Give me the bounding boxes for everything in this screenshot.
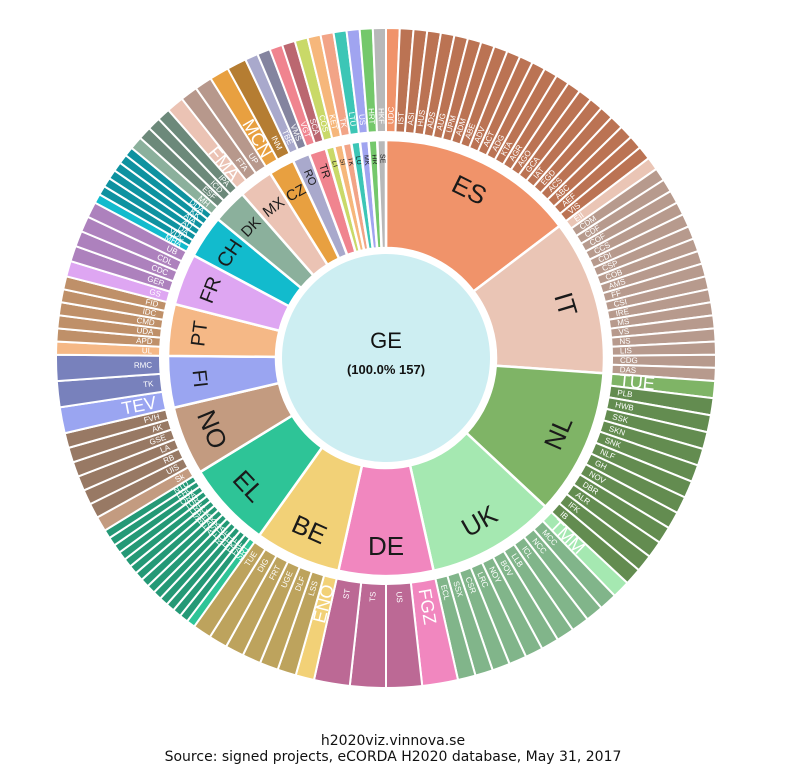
org-label-mk-0: US: [357, 114, 367, 126]
org-label-se-0: HKF: [376, 108, 385, 124]
org-label-nl-1: PLB: [617, 388, 633, 399]
org-label-it-17: DAS: [619, 365, 636, 375]
org-label-no-5: AK: [151, 422, 164, 434]
country-segment-es[interactable]: [384, 138, 562, 294]
org-label-es-0: UDC: [386, 106, 395, 124]
org-label-pt-1: APD: [136, 336, 153, 346]
org-label-fi-2: RMC: [134, 361, 153, 371]
org-label-fr-4: UB: [165, 244, 179, 257]
center-label: GE: [370, 328, 402, 353]
org-label-be-1: LSS: [307, 580, 320, 597]
org-label-de-2: TS: [368, 591, 378, 602]
org-label-it-12: MS: [617, 317, 630, 328]
org-label-nl-12: IB: [558, 510, 570, 522]
org-label-it-11: IRE: [615, 307, 630, 318]
org-label-it-13: VS: [618, 327, 630, 337]
org-label-pt-5: FID: [145, 297, 160, 309]
org-label-hr-0: HRT: [366, 108, 376, 125]
country-label-fi: FI: [187, 369, 211, 389]
org-label-it-16: CDG: [620, 356, 638, 365]
footer-site: h2020viz.vinnova.se: [320, 733, 466, 749]
org-label-de-1: US: [394, 591, 404, 603]
country-label-tr: TR: [316, 162, 332, 180]
org-label-fr-0: GS: [148, 287, 162, 299]
org-label-it-10: CSI: [613, 297, 628, 309]
country-label-hr: HR: [370, 154, 378, 165]
org-label-it-14: NS: [619, 336, 631, 346]
org-label-no-2: RB: [162, 453, 176, 466]
org-label-fi-1: TK: [143, 379, 155, 389]
org-label-nl-2: HWB: [614, 400, 634, 413]
country-label-de: DE: [368, 531, 404, 561]
org-label-pt-2: UDA: [136, 326, 154, 337]
center-circle[interactable]: [282, 254, 490, 462]
org-label-es-4: ADS: [425, 111, 437, 129]
org-label-no-6: FVH: [143, 412, 161, 425]
org-label-tk-0: TK: [338, 117, 349, 129]
country-label-lu: LU: [354, 156, 362, 166]
org-label-es-2: ASI: [406, 112, 416, 126]
country-label-si: SI: [338, 158, 346, 166]
country-label-lt: LT: [330, 160, 339, 170]
org-label-no-3: LA: [159, 443, 172, 455]
org-label-pt-4: IDC: [142, 307, 157, 318]
center-sublabel: (100.0% 157): [347, 362, 425, 377]
footer-source: Source: signed projects, eCORDA H2020 da…: [164, 749, 622, 765]
org-label-it-9: FF: [610, 289, 622, 300]
org-label-lu-0: LTU: [347, 111, 358, 127]
org-label-es-3: HUS: [416, 109, 427, 127]
org-label-de-3: ST: [341, 588, 352, 600]
org-label-nl-3: SSK: [611, 412, 629, 425]
org-label-pt-3: CMD: [136, 316, 156, 328]
org-label-es-1: IST: [396, 112, 406, 125]
country-label-mk: MK: [362, 155, 370, 166]
country-label-pt: PT: [187, 320, 212, 348]
country-label-tk: TK: [346, 157, 355, 167]
org-segment-se-0[interactable]: [371, 26, 387, 134]
org-label-uk-10: ECL: [439, 584, 452, 602]
org-label-pt-0: UL: [142, 346, 153, 355]
org-label-it-15: LIS: [620, 346, 632, 355]
country-label-se: SE: [378, 154, 385, 164]
country-segment-se[interactable]: [375, 138, 388, 250]
